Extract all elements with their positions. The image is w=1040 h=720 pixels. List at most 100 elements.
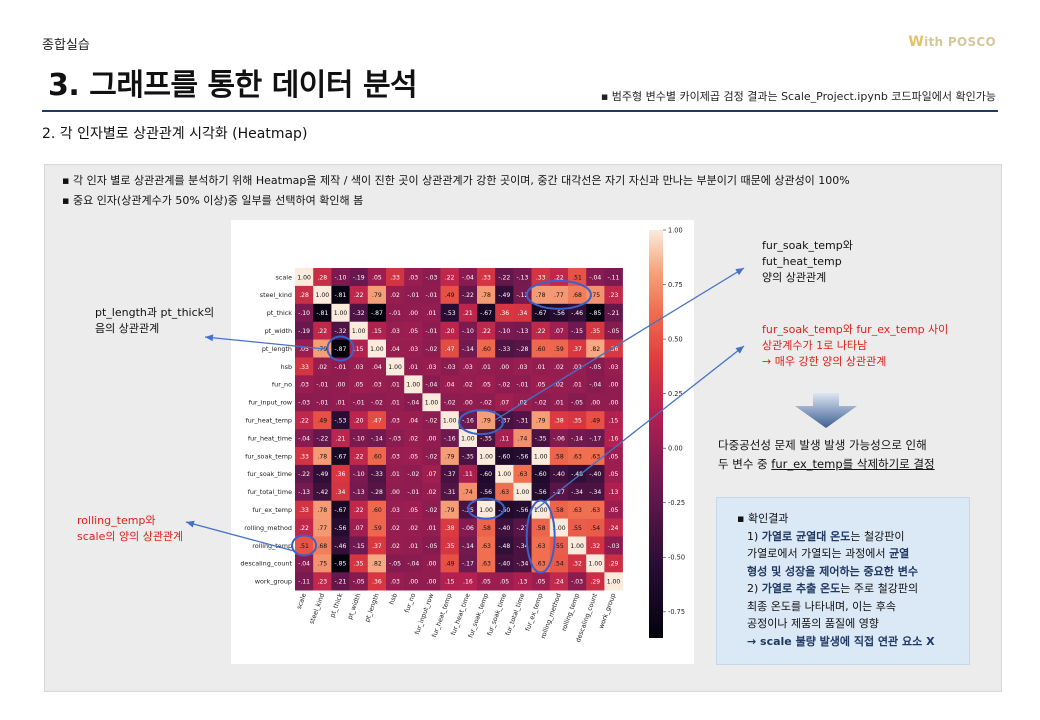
heatmap-value-label: .21 xyxy=(463,310,473,317)
heatmap-value-label: .05 xyxy=(408,453,418,460)
heatmap-value-label: .02 xyxy=(390,525,400,532)
heatmap-cell xyxy=(331,339,350,358)
heatmap-value-label: 1.00 xyxy=(316,292,330,299)
heatmap-cell xyxy=(422,411,441,430)
heatmap-value-label: 1.00 xyxy=(425,400,439,407)
result-text: 최종 온도를 나타내며, 이는 후속 xyxy=(747,599,897,613)
heatmap-cell xyxy=(404,536,423,555)
heatmap-value-label: -.03 xyxy=(608,543,620,550)
heatmap-value-label: .63 xyxy=(590,453,600,460)
heatmap-cell xyxy=(331,518,350,537)
heatmap-row-label: fur_ex_temp xyxy=(252,506,292,514)
heatmap-cell xyxy=(495,429,514,448)
heatmap-value-label: .03 xyxy=(463,364,473,371)
heatmap-value-label: -.04 xyxy=(426,382,438,389)
heatmap-value-label: .49 xyxy=(445,292,455,299)
heatmap-value-label: .22 xyxy=(354,292,364,299)
heatmap-value-label: .01 xyxy=(390,400,400,407)
heatmap-value-label: .01 xyxy=(536,364,546,371)
heatmap-figure: 1.00 .28 -.10 -.19 .05 .33 .03 -.03 .22 -.04 .33 -.… xyxy=(231,220,694,664)
heatmap-value-label: -.37 xyxy=(444,471,456,478)
heatmap-value-label: -.05 xyxy=(589,364,601,371)
heatmap-value-label: .33 xyxy=(299,453,309,460)
heatmap-cell xyxy=(440,536,460,555)
heatmap-value-label: -.28 xyxy=(371,489,383,496)
heatmap-cell xyxy=(495,554,514,573)
heatmap-cell xyxy=(404,303,423,322)
heatmap-value-label: -.49 xyxy=(316,471,328,478)
heatmap-cell xyxy=(295,375,314,394)
heatmap-value-label: -.04 xyxy=(298,435,310,442)
heatmap-value-label: -.67 xyxy=(335,453,347,460)
heatmap-value-label: .05 xyxy=(481,382,491,389)
heatmap-cell xyxy=(331,303,350,322)
annotation-line: 상관계수가 1로 나타남 xyxy=(762,339,868,352)
heatmap-cell xyxy=(422,285,441,305)
heatmap-cell xyxy=(549,554,569,573)
heatmap-value-label: .32 xyxy=(572,561,582,568)
heatmap-value-label: .37 xyxy=(372,543,382,550)
heatmap-cell xyxy=(458,518,478,537)
heatmap-row-label: pt_thick xyxy=(267,309,293,317)
heatmap-cell xyxy=(331,500,350,519)
heatmap-value-label: .54 xyxy=(590,525,600,532)
heatmap-value-label: .05 xyxy=(372,274,382,281)
heatmap-value-label: .35 xyxy=(445,543,455,550)
heatmap-value-label: .60 xyxy=(481,346,491,353)
heatmap-cell xyxy=(549,572,569,591)
heatmap-value-label: -.05 xyxy=(353,579,365,586)
heatmap-value-label: -.53 xyxy=(444,310,456,317)
heatmap-cell xyxy=(422,303,441,322)
heatmap-value-label: .00 xyxy=(590,400,600,407)
heatmap-value-label: -.01 xyxy=(517,382,529,389)
heatmap-col-label: fur_no xyxy=(403,592,417,614)
heatmap-value-label: -.03 xyxy=(426,274,438,281)
heatmap-value-label: .00 xyxy=(463,400,473,407)
heatmap-value-label: .01 xyxy=(427,310,437,317)
heatmap-cell xyxy=(367,285,387,305)
heatmap-cell xyxy=(495,518,514,537)
heatmap-value-label: .02 xyxy=(317,364,327,371)
heatmap-cell xyxy=(422,357,441,376)
heatmap-cell xyxy=(440,339,460,358)
heatmap-value-label: .20 xyxy=(445,328,455,335)
heatmap-value-label: -.13 xyxy=(298,489,310,496)
heatmap-row-label: fur_no xyxy=(272,381,292,389)
heatmap-cell xyxy=(404,321,423,340)
heatmap-cell xyxy=(386,536,405,555)
heatmap-value-label: .60 xyxy=(536,346,546,353)
colorbar-tick-label: 0.50 xyxy=(668,335,683,343)
brand-mark: W xyxy=(908,34,925,50)
heatmap-cell xyxy=(477,554,496,573)
heatmap-cell xyxy=(295,268,314,287)
heatmap-value-label: -.05 xyxy=(389,561,401,568)
heatmap-value-label: -.02 xyxy=(444,400,456,407)
heatmap-cell xyxy=(295,393,314,412)
heatmap-value-label: -.15 xyxy=(353,543,365,550)
heatmap-cell xyxy=(313,375,332,394)
heatmap-value-label: -.81 xyxy=(335,292,347,299)
heatmap-cell xyxy=(367,429,387,448)
heatmap-cell xyxy=(349,285,369,305)
heatmap-value-label: .63 xyxy=(499,489,509,496)
result-conclusion: → scale 불량 발생에 직접 연관 요소 X xyxy=(747,634,935,648)
heatmap-cell xyxy=(349,464,369,484)
heatmap-cell xyxy=(386,357,405,376)
heatmap-cell xyxy=(440,482,460,501)
heatmap-value-label: .03 xyxy=(299,382,309,389)
heatmap-row-label: fur_soak_time xyxy=(247,470,292,478)
annotation-line: rolling_temp와 xyxy=(77,514,156,527)
heatmap-value-label: 1.00 xyxy=(534,453,548,460)
heatmap-cell xyxy=(477,321,496,340)
heatmap-cell xyxy=(458,357,478,376)
heatmap-cell xyxy=(349,321,369,340)
heatmap-value-label: -.02 xyxy=(535,400,547,407)
heatmap-value-label: -.33 xyxy=(371,471,383,478)
heatmap-cell xyxy=(422,447,441,466)
heatmap-col-label: pt_length xyxy=(363,592,381,623)
heatmap-cell xyxy=(367,339,387,358)
heatmap-cell xyxy=(386,572,405,591)
heatmap-cell xyxy=(386,429,405,448)
heatmap-cell xyxy=(440,321,460,340)
heatmap-value-label: .47 xyxy=(445,346,455,353)
